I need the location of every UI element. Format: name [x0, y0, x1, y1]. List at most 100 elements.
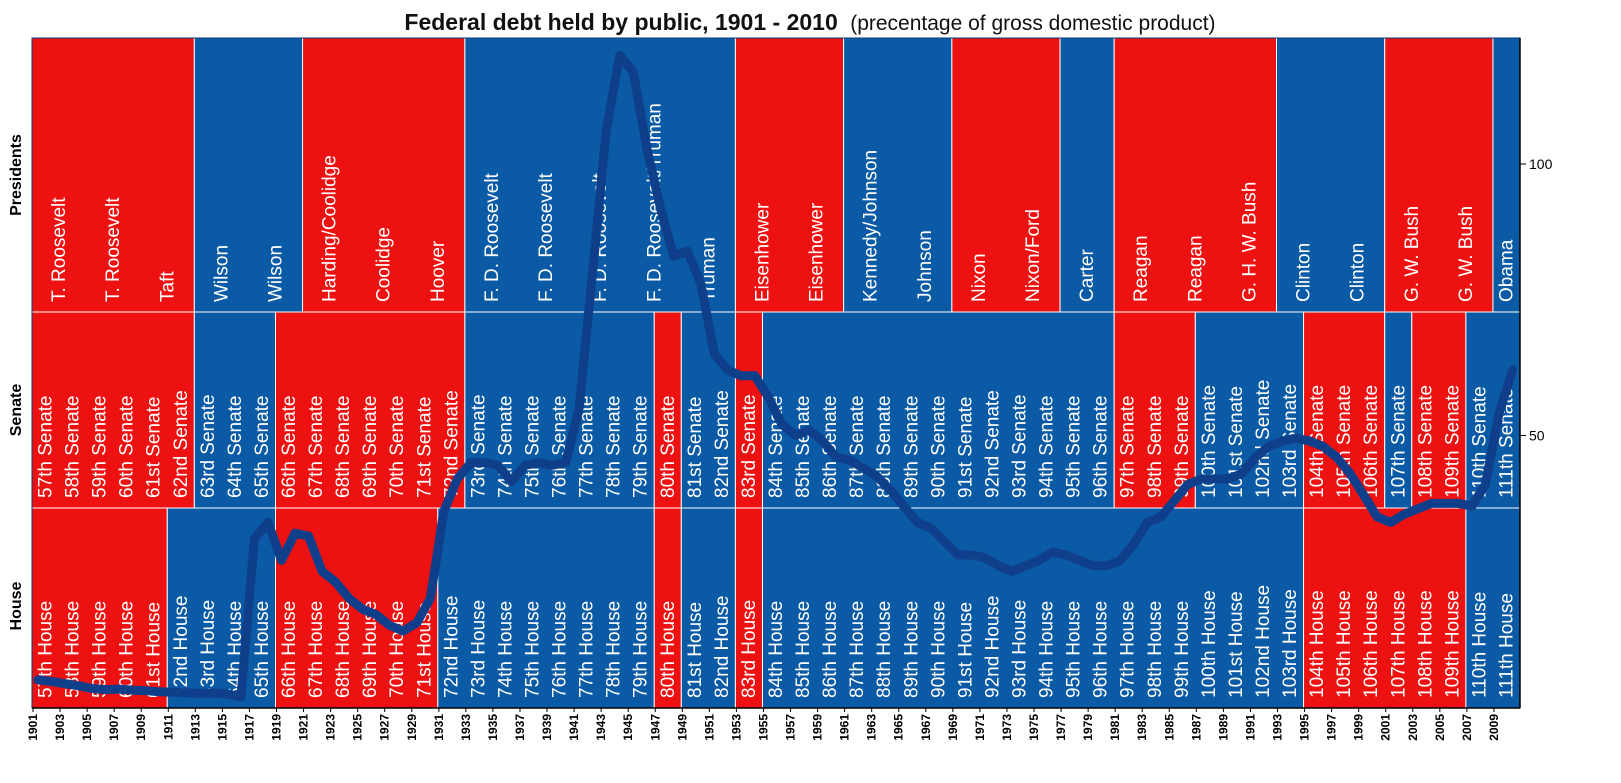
senate-label: 98th Senate — [1145, 396, 1166, 498]
data-point — [212, 691, 215, 694]
x-tick-label: 1935 — [486, 714, 500, 741]
x-tick-label: 1985 — [1162, 714, 1176, 741]
house-block-8 — [1303, 507, 1467, 709]
data-point — [740, 374, 743, 377]
x-tick-label: 1919 — [269, 714, 283, 741]
x-tick-label: 1959 — [811, 714, 825, 741]
x-tick-label: 1903 — [53, 714, 67, 741]
data-point — [753, 374, 756, 377]
data-point — [1024, 564, 1027, 567]
senate-label: 62nd Senate — [171, 390, 192, 498]
house-label: 99th House — [1172, 601, 1193, 698]
x-tick-label: 1933 — [459, 714, 473, 741]
x-tick-label: 1951 — [702, 714, 716, 741]
data-point — [618, 54, 621, 57]
data-point — [1389, 521, 1392, 524]
house-label: 60th House — [117, 601, 138, 698]
data-point — [199, 692, 202, 695]
house-label: 65th House — [252, 601, 273, 698]
x-tick-label: 1913 — [188, 714, 202, 741]
senate-label: 73rd Senate — [468, 394, 489, 498]
house-label: 59th House — [90, 601, 111, 698]
data-point — [1416, 507, 1419, 510]
presidents-label: Clinton — [1294, 243, 1315, 302]
house-label: 80th House — [658, 601, 679, 698]
data-point — [645, 146, 648, 149]
house-label: 104th House — [1307, 590, 1328, 698]
house-label: 89th House — [901, 601, 922, 698]
senate-label: 72nd Senate — [441, 390, 462, 498]
senate-label: 67th Senate — [306, 396, 327, 498]
presidents-label: Obama — [1496, 239, 1517, 302]
house-label: 98th House — [1145, 601, 1166, 698]
x-tick-label: 1907 — [107, 714, 121, 741]
data-point — [929, 526, 932, 529]
senate-label: 59th Senate — [90, 396, 111, 498]
house-label: 72nd House — [441, 596, 462, 698]
presidents-label: Coolidge — [374, 227, 395, 302]
data-point — [348, 597, 351, 600]
data-point — [1322, 445, 1325, 448]
presidents-label: G. W. Bush — [1456, 206, 1477, 302]
senate-label: 71st Senate — [414, 397, 435, 498]
house-label: 101st House — [1226, 591, 1247, 698]
house-label: 62nd House — [171, 596, 192, 698]
senate-label: 70th Senate — [387, 396, 408, 498]
senate-label: 77th Senate — [577, 396, 598, 498]
presidents-label: Nixon/Ford — [1023, 209, 1044, 302]
house-label: 88th House — [874, 601, 895, 698]
senate-label: 81st Senate — [685, 397, 706, 498]
presidents-label: G. W. Bush — [1402, 206, 1423, 302]
x-tick-label: 1915 — [215, 714, 229, 741]
x-tick-label: 2007 — [1460, 714, 1474, 741]
senate-label: 90th Senate — [928, 396, 949, 498]
house-block-9 — [1465, 507, 1521, 709]
presidents-block-6 — [951, 37, 1061, 313]
presidents-band: T. Roosevelt T. Roosevelt Taft Wilson Wilson… — [31, 37, 1521, 313]
data-point — [1186, 483, 1189, 486]
x-tick-label: 1905 — [80, 714, 94, 741]
senate-block-2 — [274, 311, 466, 509]
house-label: 105th House — [1334, 590, 1355, 698]
x-tick-label: 1963 — [865, 714, 879, 741]
data-point — [956, 554, 959, 556]
house-label: 91st House — [955, 602, 976, 698]
senate-label: 95th Senate — [1064, 396, 1085, 498]
house-label: 78th House — [604, 601, 625, 698]
senate-label: 82nd Senate — [712, 390, 733, 498]
presidents-label: Nixon — [969, 253, 990, 302]
data-point — [632, 70, 635, 73]
data-point — [524, 464, 526, 467]
senate-label: 88th Senate — [874, 396, 895, 498]
x-tick-label: 1953 — [729, 714, 743, 741]
data-point — [1430, 502, 1433, 505]
senate-label: 106th Senate — [1361, 385, 1382, 498]
presidents-label: Harding/Coolidge — [320, 155, 341, 302]
house-label: 61st House — [144, 602, 165, 698]
data-point — [1403, 513, 1406, 516]
house-label: 100th House — [1199, 590, 1220, 698]
data-point — [1011, 570, 1013, 573]
data-point — [902, 505, 905, 508]
house-label: 67th House — [306, 601, 327, 698]
x-tick-label: 1939 — [540, 714, 554, 741]
data-point — [781, 423, 783, 426]
data-point — [375, 613, 378, 616]
house-label: 79th House — [631, 601, 652, 698]
data-point — [510, 480, 513, 483]
data-point — [1349, 472, 1352, 475]
senate-label: 100th Senate — [1199, 385, 1220, 498]
data-point — [91, 687, 94, 690]
data-point — [429, 597, 432, 600]
senate-label: 76th Senate — [550, 396, 571, 498]
data-point — [1065, 554, 1068, 556]
senate-label: 87th Senate — [847, 396, 868, 498]
data-point — [672, 255, 675, 258]
data-point — [172, 691, 175, 694]
senate-block-6 — [734, 311, 763, 509]
senate-label: 69th Senate — [360, 396, 381, 498]
x-tick-label: 1957 — [784, 714, 798, 741]
data-point — [321, 570, 324, 573]
senate-label: 61st Senate — [144, 397, 165, 498]
x-tick-label: 1949 — [675, 714, 689, 741]
